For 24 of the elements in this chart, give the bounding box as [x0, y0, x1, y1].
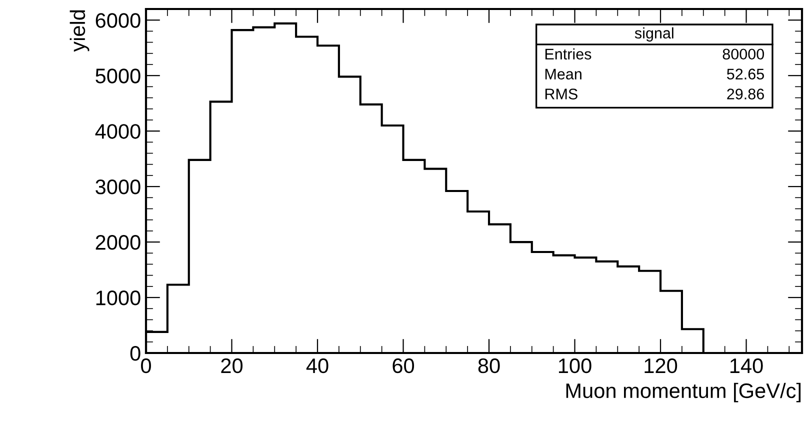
x-tick-label: 0	[141, 358, 151, 374]
y-tick-label: 4000	[95, 124, 140, 139]
annotation: RMS	[545, 88, 578, 100]
y-tick-label: 2000	[96, 235, 140, 250]
x-tick-label: 60	[392, 358, 414, 374]
x-tick-label: 120	[644, 358, 678, 374]
annotation: 29.86	[727, 88, 764, 100]
y-tick-label: 6000	[96, 13, 140, 28]
x-axis-title: Muon momentum [GeV/c]	[566, 382, 801, 402]
x-tick-label: 40	[306, 358, 328, 374]
annotation: 80000	[722, 48, 764, 60]
y-tick-label: 3000	[96, 180, 140, 194]
y-tick-label: 1000	[96, 290, 140, 306]
annotation: 52.65	[726, 68, 764, 80]
x-tick-label: 140	[730, 358, 763, 374]
annotation: signal	[634, 27, 674, 42]
x-tick-label: 100	[558, 358, 592, 374]
y-tick-label: 5000	[96, 68, 140, 84]
annotation: Entries	[545, 48, 592, 60]
annotation: Mean	[545, 68, 582, 80]
y-tick-label: 0	[130, 346, 140, 361]
x-tick-label: 20	[221, 358, 243, 374]
x-tick-label: 80	[478, 358, 500, 374]
y-axis-title: yield	[70, 10, 90, 52]
